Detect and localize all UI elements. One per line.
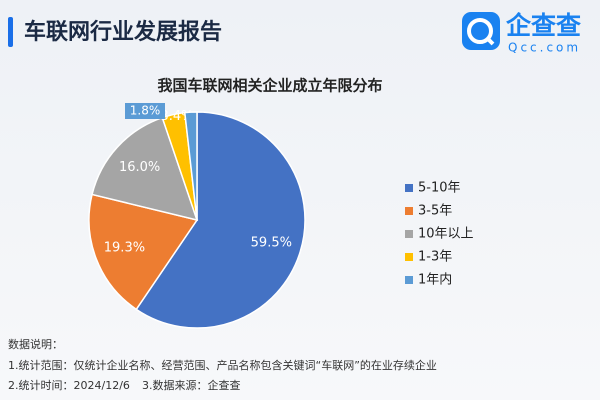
legend-label: 1年内	[418, 272, 452, 288]
value-label: 1.8%	[130, 104, 161, 118]
legend-swatch	[405, 230, 413, 238]
pie-slice	[183, 111, 198, 221]
value-label: 59.5%	[251, 235, 292, 250]
legend-swatch	[405, 253, 413, 261]
footer-heading: 数据说明：	[8, 337, 63, 351]
logo-domain: Qcc.com	[508, 41, 581, 55]
legend-label: 1-3年	[418, 250, 452, 265]
footer-note: 1.统计范围：仅统计企业名称、经营范围、产品名称包含关键词“车联网”的在业存续企…	[8, 358, 437, 372]
pie-slice	[88, 193, 199, 311]
legend-label: 5-10年	[418, 181, 461, 196]
footer-note: 3.数据来源：企查查	[142, 378, 241, 392]
legend-swatch	[405, 276, 413, 284]
value-label: 19.3%	[104, 240, 145, 255]
footer-note: 2.统计时间：2024/12/6	[8, 379, 130, 392]
legend-swatch	[405, 207, 413, 215]
pie: 59.5%19.3%16.0%3.4%1.8%	[88, 103, 306, 329]
legend-label: 10年以上	[418, 227, 474, 242]
report-title: 车联网行业发展报告	[24, 19, 222, 45]
legend-label: 3-5年	[418, 204, 452, 219]
legend-swatch	[405, 184, 413, 192]
value-label: 16.0%	[119, 160, 160, 175]
logo-text: 企查查	[506, 11, 581, 40]
title-accent	[8, 17, 13, 47]
value-label-box	[125, 103, 165, 119]
logo-glyph	[467, 18, 493, 44]
legend: 5-10年 3-5年 10年以上 1-3年 1年内	[405, 181, 474, 288]
chart-title: 我国车联网相关企业成立年限分布	[157, 77, 382, 95]
pie-slice	[135, 111, 306, 329]
logo-glyph	[485, 36, 495, 46]
